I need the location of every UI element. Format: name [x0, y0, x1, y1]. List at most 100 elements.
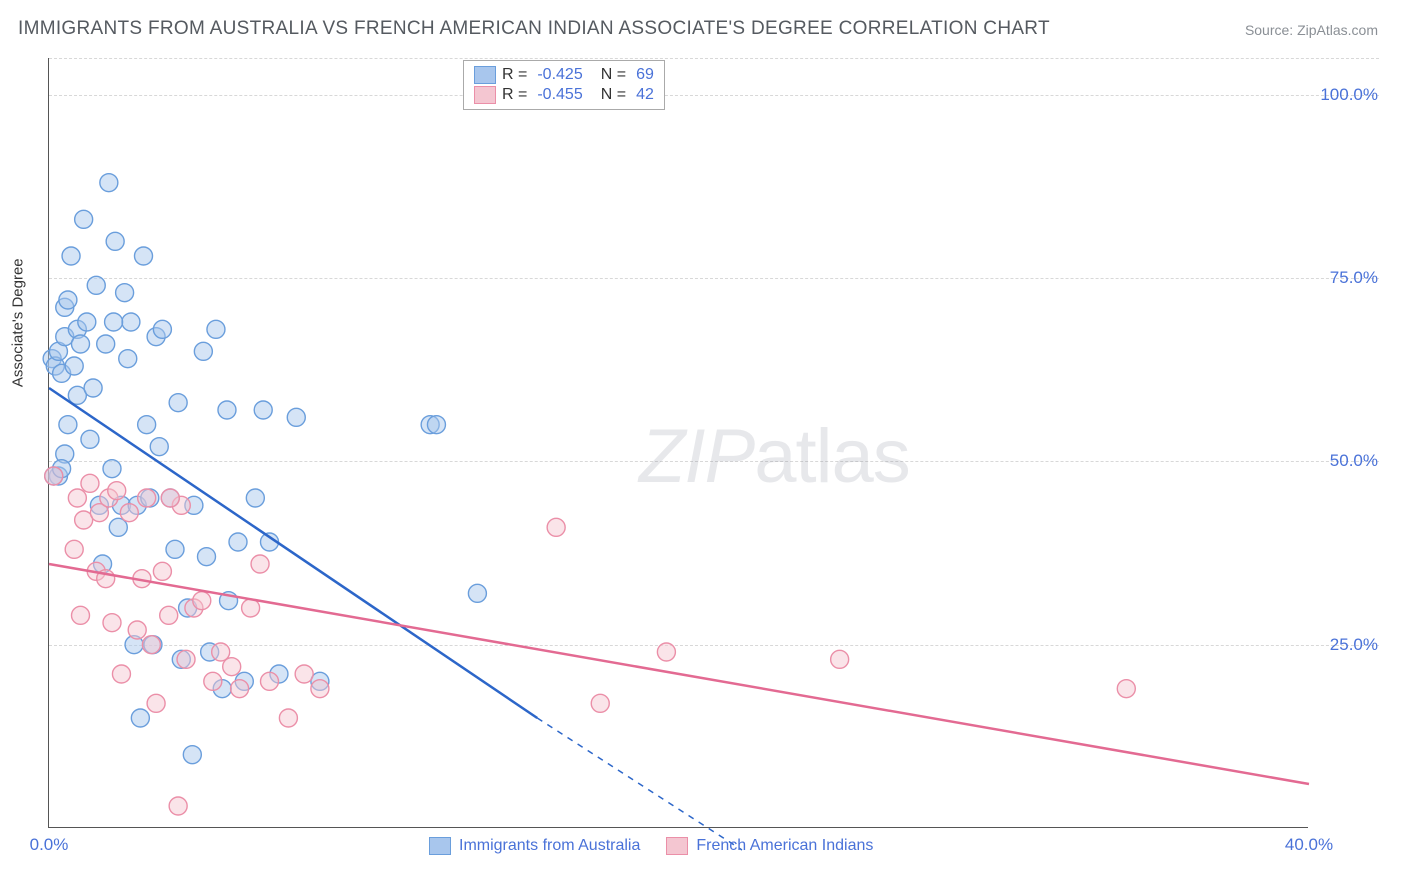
legend-r-label: R = [502, 66, 527, 84]
scatter-point [122, 313, 140, 331]
scatter-point [161, 489, 179, 507]
scatter-point [153, 562, 171, 580]
scatter-point [120, 504, 138, 522]
scatter-point [59, 291, 77, 309]
legend-n-label: N = [601, 66, 626, 84]
y-axis-label: Associate's Degree [10, 258, 27, 387]
scatter-point [84, 379, 102, 397]
scatter-point [72, 606, 90, 624]
scatter-point [218, 401, 236, 419]
scatter-point [108, 482, 126, 500]
scatter-point [251, 555, 269, 573]
x-tick-label: 40.0% [1285, 835, 1333, 855]
legend-swatch [429, 837, 451, 855]
scatter-point [193, 592, 211, 610]
trend-line-extrapolation [537, 718, 742, 850]
scatter-point [45, 467, 63, 485]
scatter-point [591, 694, 609, 712]
scatter-point [116, 284, 134, 302]
legend-swatch [666, 837, 688, 855]
legend-item: French American Indians [666, 837, 873, 855]
scatter-point [65, 540, 83, 558]
scatter-point [87, 276, 105, 294]
scatter-point [103, 614, 121, 632]
scatter-point [131, 709, 149, 727]
scatter-point [72, 335, 90, 353]
correlation-legend: R = -0.425 N = 69 R = -0.455 N = 42 [463, 60, 665, 110]
scatter-point [831, 650, 849, 668]
legend-item: Immigrants from Australia [429, 837, 640, 855]
scatter-point [183, 746, 201, 764]
scatter-point [279, 709, 297, 727]
scatter-point [62, 247, 80, 265]
y-tick-label: 75.0% [1330, 268, 1378, 288]
scatter-plot-svg [49, 58, 1309, 828]
scatter-point [295, 665, 313, 683]
legend-row: R = -0.425 N = 69 [474, 65, 654, 85]
chart-title: IMMIGRANTS FROM AUSTRALIA VS FRENCH AMER… [18, 18, 1050, 40]
scatter-point [169, 394, 187, 412]
scatter-point [177, 650, 195, 668]
scatter-point [254, 401, 272, 419]
source-label: Source: ZipAtlas.com [1245, 22, 1378, 38]
scatter-point [81, 430, 99, 448]
scatter-point [119, 350, 137, 368]
scatter-point [150, 438, 168, 456]
scatter-point [204, 672, 222, 690]
y-tick-label: 100.0% [1320, 85, 1378, 105]
scatter-point [261, 672, 279, 690]
legend-swatch [474, 86, 496, 104]
scatter-point [207, 320, 225, 338]
y-tick-label: 25.0% [1330, 635, 1378, 655]
legend-r-label: R = [502, 86, 527, 104]
series-legend: Immigrants from Australia French American… [429, 837, 873, 855]
scatter-point [427, 416, 445, 434]
scatter-point [128, 621, 146, 639]
scatter-point [231, 680, 249, 698]
scatter-point [166, 540, 184, 558]
scatter-point [246, 489, 264, 507]
scatter-point [138, 416, 156, 434]
y-tick-label: 50.0% [1330, 451, 1378, 471]
scatter-point [229, 533, 247, 551]
x-tick-label: 0.0% [30, 835, 69, 855]
legend-n-value: 42 [636, 86, 654, 104]
scatter-point [1117, 680, 1135, 698]
chart-container: Associate's Degree ZIPatlas R =-0.425N =… [48, 58, 1378, 828]
scatter-point [242, 599, 260, 617]
scatter-point [153, 320, 171, 338]
legend-r-value: -0.455 [537, 86, 582, 104]
scatter-point [147, 694, 165, 712]
legend-row: R = -0.455 N = 42 [474, 85, 654, 105]
scatter-point [68, 489, 86, 507]
scatter-point [112, 665, 130, 683]
scatter-point [103, 460, 121, 478]
scatter-point [160, 606, 178, 624]
scatter-point [547, 518, 565, 536]
scatter-point [657, 643, 675, 661]
scatter-point [97, 335, 115, 353]
legend-swatch [474, 66, 496, 84]
plot-area: ZIPatlas R =-0.425N =69R =-0.455N =42 Im… [48, 58, 1308, 828]
scatter-point [75, 210, 93, 228]
scatter-point [194, 342, 212, 360]
scatter-point [287, 408, 305, 426]
scatter-point [81, 474, 99, 492]
scatter-point [78, 313, 96, 331]
scatter-point [135, 247, 153, 265]
scatter-point [106, 232, 124, 250]
scatter-point [311, 680, 329, 698]
legend-series-label: Immigrants from Australia [459, 837, 640, 855]
legend-n-value: 69 [636, 66, 654, 84]
legend-series-label: French American Indians [696, 837, 873, 855]
scatter-point [100, 174, 118, 192]
scatter-point [198, 548, 216, 566]
scatter-point [138, 489, 156, 507]
legend-n-label: N = [601, 86, 626, 104]
legend-r-value: -0.425 [537, 66, 582, 84]
scatter-point [169, 797, 187, 815]
scatter-point [223, 658, 241, 676]
scatter-point [105, 313, 123, 331]
scatter-point [468, 584, 486, 602]
scatter-point [59, 416, 77, 434]
